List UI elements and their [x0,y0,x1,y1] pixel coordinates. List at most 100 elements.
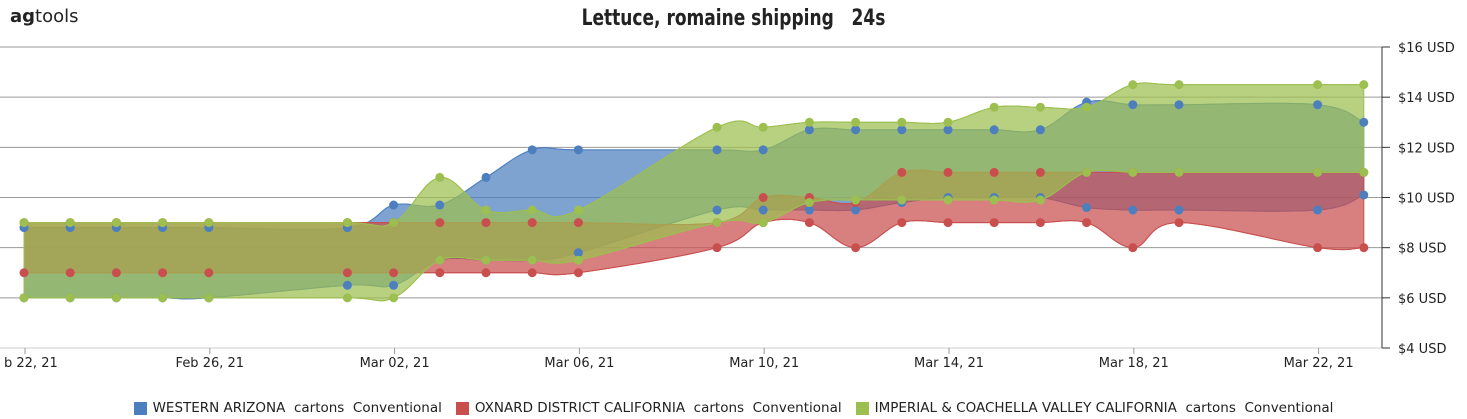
legend-item[interactable]: IMPERIAL & COACHELLA VALLEY CALIFORNIA c… [855,398,1333,418]
agtools-logo: agtools [10,6,79,27]
data-point-low [1313,167,1323,177]
data-point-high [389,200,399,210]
chart-title: Lettuce, romaine shipping 24s [581,6,886,31]
data-point-low [1128,205,1138,215]
data-point-high [897,117,907,127]
data-point-low [712,243,722,253]
data-point-low [851,205,861,215]
data-point-low [65,293,75,303]
data-point-low [804,205,814,215]
data-point-low [389,268,399,278]
data-point-high [1313,80,1323,90]
data-point-high [573,218,583,228]
data-point-low [1359,243,1369,253]
data-point-high [897,125,907,135]
data-point-low [1313,243,1323,253]
x-tick-label: b 22, 21 [4,356,58,371]
y-tick-label: $16 USD [1398,41,1455,56]
data-point-high [19,218,29,228]
data-point-high [527,205,537,215]
data-point-low [111,268,121,278]
data-point-high [989,102,999,112]
data-point-low [573,268,583,278]
data-point-low [804,218,814,228]
data-point-high [943,167,953,177]
data-point-low [1359,190,1369,200]
data-point-low [389,280,399,290]
data-point-high [1359,117,1369,127]
data-point-low [19,268,29,278]
data-point-high [435,172,445,182]
data-point-low [1359,167,1369,177]
data-point-low [851,195,861,205]
data-point-high [481,172,491,182]
data-point-low [1174,205,1184,215]
data-point-low [158,293,168,303]
data-point-high [758,145,768,155]
data-point-high [435,200,445,210]
data-point-low [389,293,399,303]
legend-item[interactable]: WESTERN ARIZONA cartons Conventional [133,398,442,418]
data-point-high [573,145,583,155]
data-point-low [758,205,768,215]
data-point-high [1035,125,1045,135]
data-point-low [989,195,999,205]
data-point-high [943,117,953,127]
data-point-low [342,293,352,303]
data-point-high [989,167,999,177]
data-point-low [1128,167,1138,177]
x-tick-label: Mar 22, 21 [1284,356,1354,371]
data-point-low [712,205,722,215]
data-point-low [342,280,352,290]
x-tick-label: Mar 14, 21 [914,356,984,371]
data-point-low [758,218,768,228]
legend-swatch [855,401,869,415]
y-tick-label: $12 USD [1398,141,1455,156]
data-point-low [481,255,491,265]
data-point-high [527,145,537,155]
data-point-low [897,195,907,205]
x-tick-label: Mar 18, 21 [1099,356,1169,371]
data-point-low [204,268,214,278]
data-point-high [897,167,907,177]
data-point-high [527,218,537,228]
data-point-low [897,218,907,228]
data-point-high [1035,102,1045,112]
data-point-low [527,268,537,278]
data-point-high [481,218,491,228]
data-point-high [111,218,121,228]
data-point-low [1082,203,1092,213]
data-point-high [943,125,953,135]
data-point-high [758,193,768,202]
x-tick-label: Mar 06, 21 [544,356,614,371]
data-point-low [573,248,583,258]
data-point-low [712,218,722,228]
data-point-low [527,255,537,265]
data-point-high [158,218,168,228]
data-point-low [1082,218,1092,228]
data-point-low [19,293,29,303]
x-tick-label: Feb 26, 21 [176,356,245,371]
data-point-high [989,125,999,135]
data-point-high [851,125,861,135]
data-point-high [481,205,491,215]
data-point-high [1174,100,1184,110]
data-point-low [481,268,491,278]
y-tick-label: $6 USD [1398,292,1446,307]
data-point-low [1082,167,1092,177]
data-point-high [435,218,445,228]
data-point-low [573,255,583,265]
data-point-high [342,218,352,228]
legend-item[interactable]: OXNARD DISTRICT CALIFORNIA cartons Conve… [455,398,842,418]
y-tick-label: $8 USD [1398,242,1446,257]
legend-label: OXNARD DISTRICT CALIFORNIA cartons Conve… [474,400,842,416]
data-point-low [851,243,861,253]
data-point-high [1313,100,1323,110]
data-point-high [65,218,75,228]
data-point-low [435,255,445,265]
data-point-high [1035,167,1045,177]
data-point-low [804,198,814,208]
y-tick-label: $10 USD [1398,192,1455,207]
data-point-low [943,218,953,228]
y-tick-label: $4 USD [1398,342,1446,357]
